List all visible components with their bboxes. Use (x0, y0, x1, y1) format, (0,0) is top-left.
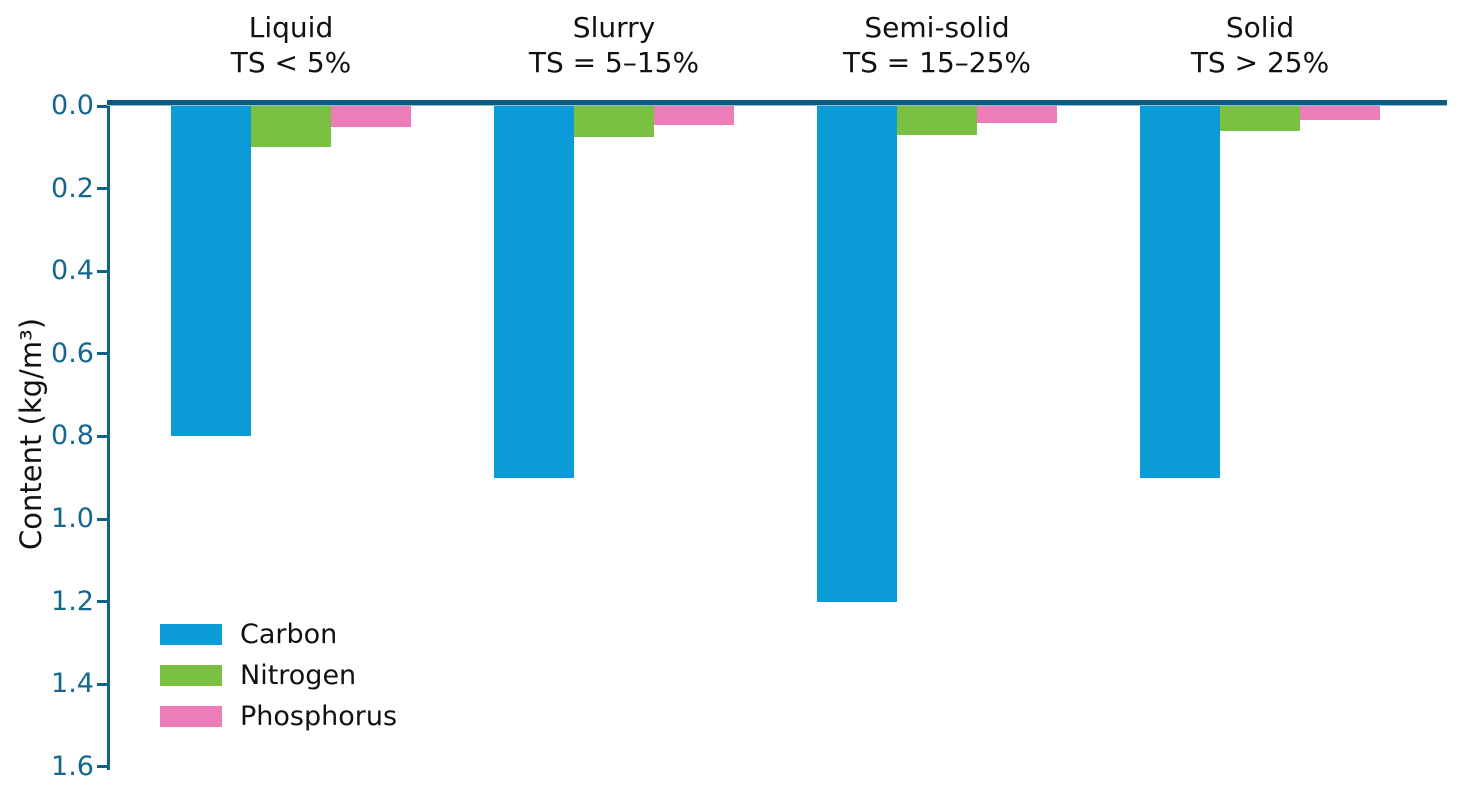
bar-carbon-2 (817, 106, 897, 602)
bar-phosphorus-1 (654, 106, 734, 125)
y-tick-label: 1.0 (51, 502, 94, 534)
legend-label: Nitrogen (240, 659, 357, 691)
y-tick-mark (97, 104, 107, 108)
group-title-line1: Slurry (572, 11, 656, 44)
legend-label: Carbon (240, 618, 338, 650)
group-title: Solid TS > 25% (1090, 10, 1430, 80)
y-tick-label: 0.2 (51, 172, 94, 204)
group-title-line2: TS > 25% (1190, 46, 1330, 79)
legend-label: Phosphorus (240, 700, 398, 732)
bar-carbon-3 (1140, 106, 1220, 478)
y-tick-label: 0.4 (51, 255, 94, 287)
legend-swatch-carbon (160, 623, 222, 645)
y-tick-mark (97, 682, 107, 686)
y-tick-mark (97, 187, 107, 191)
legend-item-nitrogen: Nitrogen (160, 658, 356, 692)
y-tick-mark (97, 352, 107, 356)
bar-carbon-0 (171, 106, 251, 436)
legend-item-phosphorus: Phosphorus (160, 699, 397, 733)
bar-nitrogen-0 (251, 106, 331, 147)
y-tick-mark (97, 434, 107, 438)
legend-item-carbon: Carbon (160, 617, 337, 651)
legend-swatch-phosphorus (160, 705, 222, 727)
y-tick-label: 1.4 (51, 668, 94, 700)
group-title-line2: TS < 5% (230, 46, 352, 79)
y-tick-label: 0.6 (51, 337, 94, 369)
y-tick-label: 1.6 (51, 750, 94, 782)
bar-nitrogen-2 (897, 106, 977, 135)
y-tick-mark (97, 765, 107, 769)
bar-phosphorus-3 (1300, 106, 1380, 120)
bar-nitrogen-1 (574, 106, 654, 137)
group-title: Slurry TS = 5–15% (444, 10, 784, 80)
group-title-line1: Liquid (248, 11, 334, 44)
y-tick-mark (97, 517, 107, 521)
bar-phosphorus-0 (331, 106, 411, 127)
y-axis-spine (107, 100, 110, 770)
zero-axis-line (107, 100, 1447, 106)
group-title: Semi-solid TS = 15–25% (767, 10, 1107, 80)
legend-swatch-nitrogen (160, 664, 222, 686)
group-title: Liquid TS < 5% (121, 10, 461, 80)
y-tick-label: 0.8 (51, 420, 94, 452)
y-tick-label: 0.0 (51, 89, 94, 121)
group-title-line2: TS = 5–15% (528, 46, 700, 79)
y-tick-mark (97, 269, 107, 273)
group-title-line1: Semi-solid (864, 11, 1010, 44)
group-title-line1: Solid (1225, 11, 1295, 44)
y-tick-label: 1.2 (51, 585, 94, 617)
group-title-line2: TS = 15–25% (842, 46, 1031, 79)
y-tick-mark (97, 600, 107, 604)
bar-carbon-1 (494, 106, 574, 478)
bar-nitrogen-3 (1220, 106, 1300, 131)
bar-phosphorus-2 (977, 106, 1057, 123)
